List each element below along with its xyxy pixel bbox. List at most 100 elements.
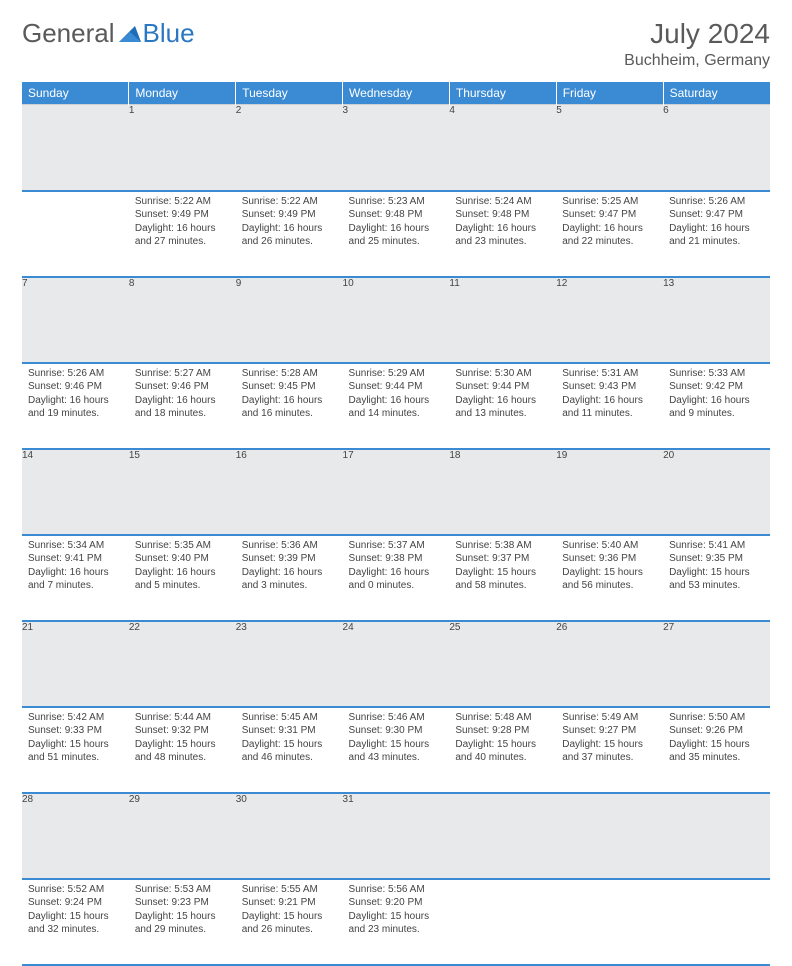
sunset-text: Sunset: 9:49 PM — [242, 208, 337, 222]
weekday-header: Thursday — [449, 82, 556, 105]
day-cell: Sunrise: 5:50 AMSunset: 9:26 PMDaylight:… — [663, 707, 770, 793]
sunset-text: Sunset: 9:48 PM — [349, 208, 444, 222]
day-number: 8 — [129, 277, 236, 363]
day-cell — [556, 879, 663, 965]
location: Buchheim, Germany — [624, 52, 770, 70]
day-cell: Sunrise: 5:41 AMSunset: 9:35 PMDaylight:… — [663, 535, 770, 621]
daylight-text: Daylight: 16 hours and 7 minutes. — [28, 566, 123, 593]
weekday-header: Saturday — [663, 82, 770, 105]
day-cell: Sunrise: 5:40 AMSunset: 9:36 PMDaylight:… — [556, 535, 663, 621]
sunrise-text: Sunrise: 5:22 AM — [135, 195, 230, 209]
sunset-text: Sunset: 9:33 PM — [28, 724, 123, 738]
daylight-text: Daylight: 15 hours and 48 minutes. — [135, 738, 230, 765]
sunrise-text: Sunrise: 5:35 AM — [135, 539, 230, 553]
daylight-text: Daylight: 15 hours and 43 minutes. — [349, 738, 444, 765]
daylight-text: Daylight: 16 hours and 21 minutes. — [669, 222, 764, 249]
day-number: 9 — [236, 277, 343, 363]
weekday-header: Monday — [129, 82, 236, 105]
day-number: 11 — [449, 277, 556, 363]
sunset-text: Sunset: 9:23 PM — [135, 896, 230, 910]
daylight-text: Daylight: 16 hours and 22 minutes. — [562, 222, 657, 249]
day-cell: Sunrise: 5:28 AMSunset: 9:45 PMDaylight:… — [236, 363, 343, 449]
sunset-text: Sunset: 9:35 PM — [669, 552, 764, 566]
sunrise-text: Sunrise: 5:46 AM — [349, 711, 444, 725]
sunset-text: Sunset: 9:47 PM — [669, 208, 764, 222]
sunset-text: Sunset: 9:31 PM — [242, 724, 337, 738]
sunset-text: Sunset: 9:48 PM — [455, 208, 550, 222]
daylight-text: Daylight: 15 hours and 51 minutes. — [28, 738, 123, 765]
day-cell: Sunrise: 5:22 AMSunset: 9:49 PMDaylight:… — [129, 191, 236, 277]
sunrise-text: Sunrise: 5:55 AM — [242, 883, 337, 897]
day-number: 15 — [129, 449, 236, 535]
day-cell: Sunrise: 5:38 AMSunset: 9:37 PMDaylight:… — [449, 535, 556, 621]
sunrise-text: Sunrise: 5:42 AM — [28, 711, 123, 725]
sunset-text: Sunset: 9:30 PM — [349, 724, 444, 738]
day-cell: Sunrise: 5:44 AMSunset: 9:32 PMDaylight:… — [129, 707, 236, 793]
day-number: 14 — [22, 449, 129, 535]
day-number: 28 — [22, 793, 129, 879]
day-cell: Sunrise: 5:26 AMSunset: 9:46 PMDaylight:… — [22, 363, 129, 449]
daynum-row: 21222324252627 — [22, 621, 770, 707]
sunset-text: Sunset: 9:46 PM — [135, 380, 230, 394]
day-cell: Sunrise: 5:55 AMSunset: 9:21 PMDaylight:… — [236, 879, 343, 965]
daylight-text: Daylight: 16 hours and 26 minutes. — [242, 222, 337, 249]
day-number: 21 — [22, 621, 129, 707]
daylight-text: Daylight: 15 hours and 26 minutes. — [242, 910, 337, 937]
day-cell: Sunrise: 5:24 AMSunset: 9:48 PMDaylight:… — [449, 191, 556, 277]
sunrise-text: Sunrise: 5:36 AM — [242, 539, 337, 553]
daylight-text: Daylight: 16 hours and 14 minutes. — [349, 394, 444, 421]
week-row: Sunrise: 5:42 AMSunset: 9:33 PMDaylight:… — [22, 707, 770, 793]
sunset-text: Sunset: 9:46 PM — [28, 380, 123, 394]
sunrise-text: Sunrise: 5:50 AM — [669, 711, 764, 725]
sunrise-text: Sunrise: 5:28 AM — [242, 367, 337, 381]
weekday-header: Friday — [556, 82, 663, 105]
sunset-text: Sunset: 9:28 PM — [455, 724, 550, 738]
sunset-text: Sunset: 9:24 PM — [28, 896, 123, 910]
day-number: 1 — [129, 105, 236, 191]
sunset-text: Sunset: 9:45 PM — [242, 380, 337, 394]
day-number: 31 — [343, 793, 450, 879]
header: General Blue July 2024 Buchheim, Germany — [22, 18, 770, 70]
day-number: 17 — [343, 449, 450, 535]
daylight-text: Daylight: 15 hours and 56 minutes. — [562, 566, 657, 593]
sunset-text: Sunset: 9:37 PM — [455, 552, 550, 566]
daylight-text: Daylight: 15 hours and 46 minutes. — [242, 738, 337, 765]
day-number: 29 — [129, 793, 236, 879]
sunset-text: Sunset: 9:21 PM — [242, 896, 337, 910]
sunset-text: Sunset: 9:42 PM — [669, 380, 764, 394]
daylight-text: Daylight: 15 hours and 58 minutes. — [455, 566, 550, 593]
day-cell: Sunrise: 5:22 AMSunset: 9:49 PMDaylight:… — [236, 191, 343, 277]
daylight-text: Daylight: 15 hours and 32 minutes. — [28, 910, 123, 937]
day-cell: Sunrise: 5:36 AMSunset: 9:39 PMDaylight:… — [236, 535, 343, 621]
week-row: Sunrise: 5:52 AMSunset: 9:24 PMDaylight:… — [22, 879, 770, 965]
daylight-text: Daylight: 15 hours and 40 minutes. — [455, 738, 550, 765]
calendar: SundayMondayTuesdayWednesdayThursdayFrid… — [22, 82, 770, 966]
day-number: 19 — [556, 449, 663, 535]
day-number: 22 — [129, 621, 236, 707]
day-number: 16 — [236, 449, 343, 535]
sunrise-text: Sunrise: 5:31 AM — [562, 367, 657, 381]
sunset-text: Sunset: 9:38 PM — [349, 552, 444, 566]
daylight-text: Daylight: 15 hours and 35 minutes. — [669, 738, 764, 765]
daynum-row: 78910111213 — [22, 277, 770, 363]
day-cell: Sunrise: 5:49 AMSunset: 9:27 PMDaylight:… — [556, 707, 663, 793]
sunrise-text: Sunrise: 5:40 AM — [562, 539, 657, 553]
day-number: 10 — [343, 277, 450, 363]
day-number: 2 — [236, 105, 343, 191]
logo-triangle-icon — [119, 24, 141, 47]
day-number: 12 — [556, 277, 663, 363]
sunrise-text: Sunrise: 5:24 AM — [455, 195, 550, 209]
weekday-header: Tuesday — [236, 82, 343, 105]
day-cell: Sunrise: 5:46 AMSunset: 9:30 PMDaylight:… — [343, 707, 450, 793]
day-number — [556, 793, 663, 879]
sunrise-text: Sunrise: 5:33 AM — [669, 367, 764, 381]
sunrise-text: Sunrise: 5:45 AM — [242, 711, 337, 725]
sunset-text: Sunset: 9:36 PM — [562, 552, 657, 566]
daylight-text: Daylight: 16 hours and 11 minutes. — [562, 394, 657, 421]
sunset-text: Sunset: 9:40 PM — [135, 552, 230, 566]
daynum-row: 14151617181920 — [22, 449, 770, 535]
day-cell: Sunrise: 5:42 AMSunset: 9:33 PMDaylight:… — [22, 707, 129, 793]
day-cell: Sunrise: 5:25 AMSunset: 9:47 PMDaylight:… — [556, 191, 663, 277]
day-cell: Sunrise: 5:56 AMSunset: 9:20 PMDaylight:… — [343, 879, 450, 965]
daylight-text: Daylight: 16 hours and 27 minutes. — [135, 222, 230, 249]
